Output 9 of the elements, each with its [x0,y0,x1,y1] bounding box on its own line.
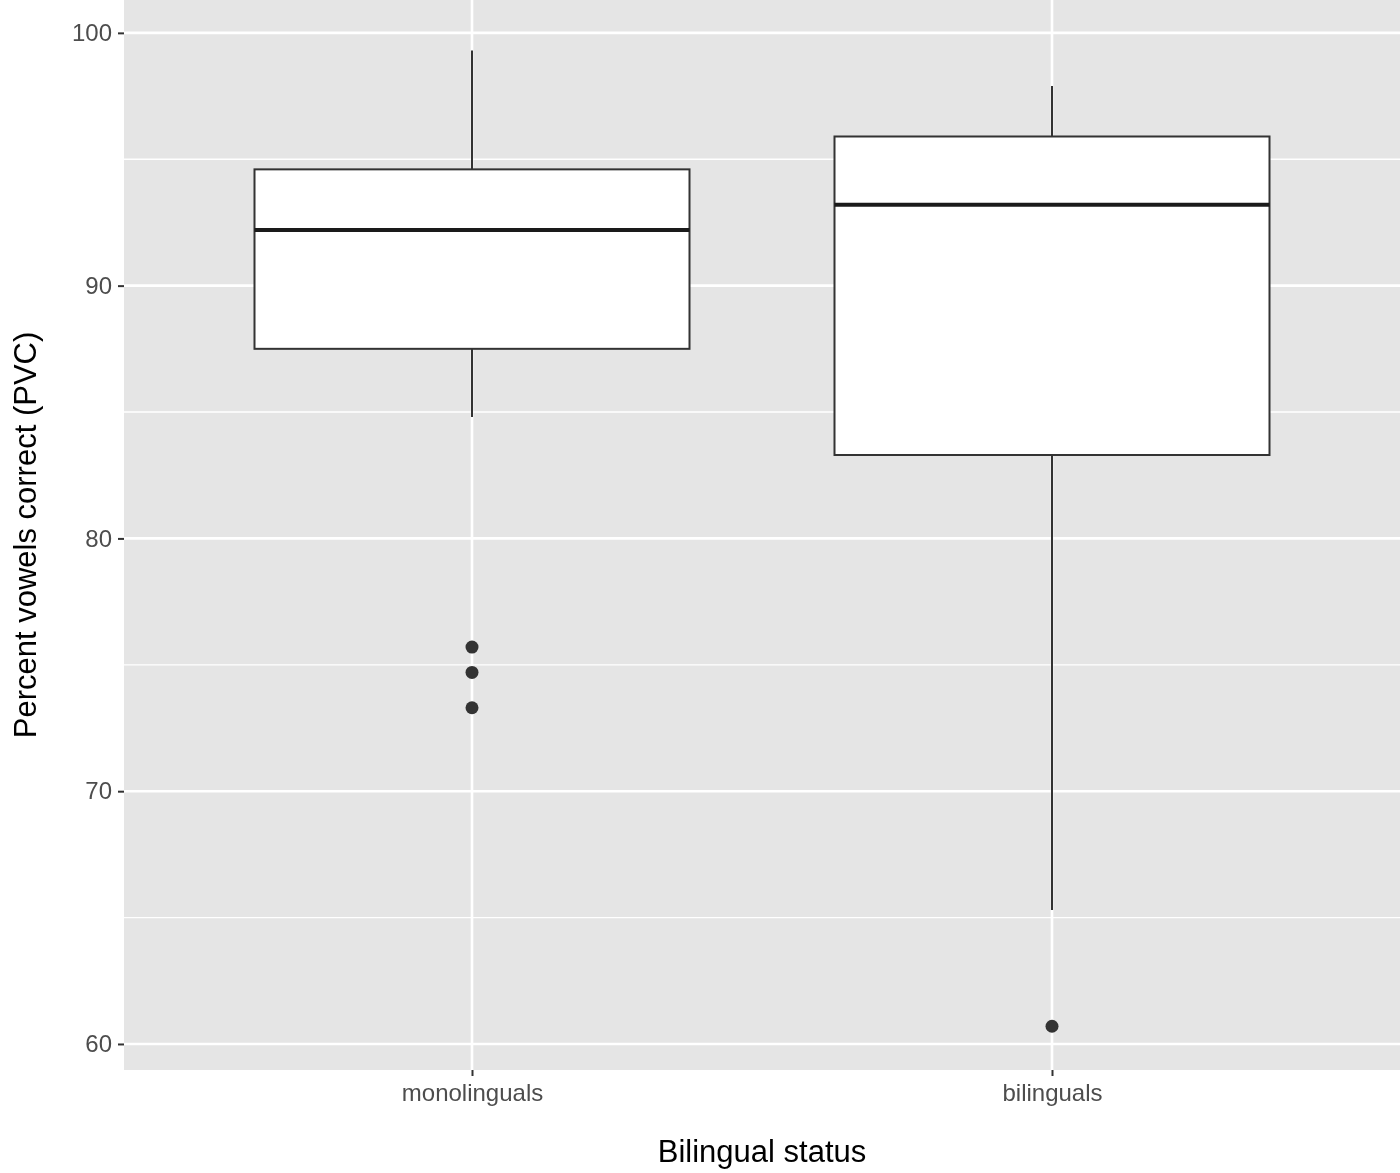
x-tick-label: bilinguals [1002,1079,1103,1107]
x-axis-title: Bilingual status [657,1134,867,1169]
y-tick-label: 100 [71,19,112,47]
y-tick-label: 60 [85,1030,112,1058]
y-tick-label: 90 [85,271,112,299]
y-axis-title: Percent vowels correct (PVC) [8,331,43,739]
y-tick-label: 80 [85,524,112,552]
y-tick-label: 70 [85,777,112,805]
x-tick-label: monolinguals [401,1079,544,1107]
